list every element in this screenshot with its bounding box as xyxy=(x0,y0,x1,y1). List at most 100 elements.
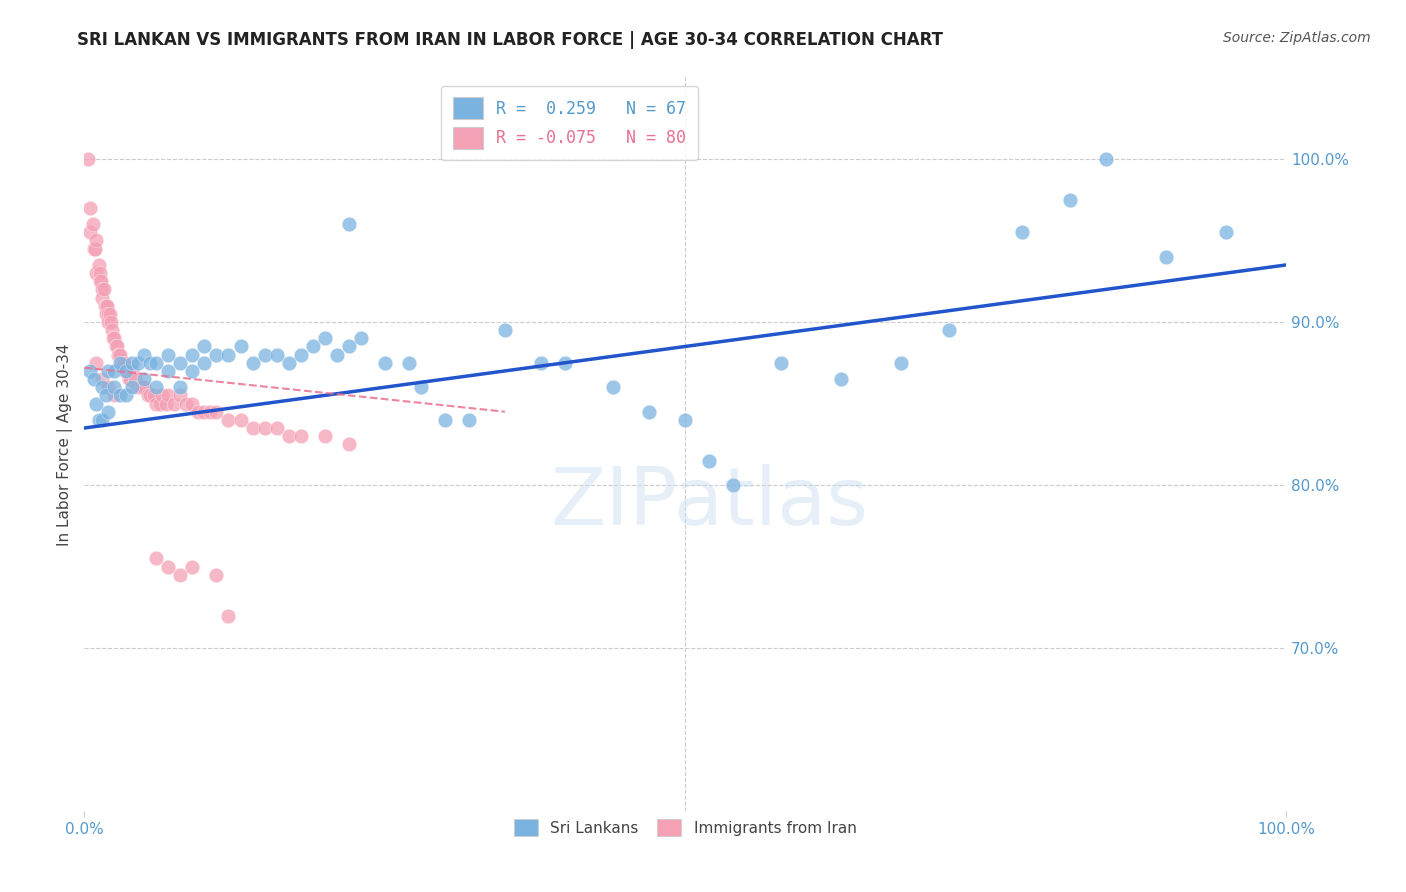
Point xyxy=(163,396,186,410)
Point xyxy=(181,559,204,574)
Point xyxy=(115,388,138,402)
Point xyxy=(96,299,118,313)
Point xyxy=(602,380,624,394)
Point xyxy=(157,348,180,362)
Point xyxy=(890,356,912,370)
Point xyxy=(83,242,105,256)
Point xyxy=(193,356,215,370)
Point xyxy=(84,242,107,256)
Point xyxy=(181,364,204,378)
Point xyxy=(145,551,167,566)
Point xyxy=(193,405,215,419)
Point xyxy=(91,291,114,305)
Point xyxy=(110,388,132,402)
Point xyxy=(134,380,156,394)
Point xyxy=(266,421,288,435)
Point xyxy=(697,453,720,467)
Point xyxy=(1059,193,1081,207)
Point xyxy=(98,307,121,321)
Point xyxy=(205,348,228,362)
Point xyxy=(131,380,153,394)
Point xyxy=(169,388,191,402)
Point xyxy=(89,274,111,288)
Point xyxy=(314,331,336,345)
Point xyxy=(82,217,104,231)
Point xyxy=(108,348,131,362)
Point xyxy=(77,152,100,166)
Point xyxy=(145,380,167,394)
Point xyxy=(218,608,240,623)
Point xyxy=(155,396,177,410)
Point xyxy=(181,348,204,362)
Text: Source: ZipAtlas.com: Source: ZipAtlas.com xyxy=(1223,31,1371,45)
Point xyxy=(121,356,143,370)
Point xyxy=(87,258,110,272)
Point xyxy=(94,307,117,321)
Point xyxy=(94,299,117,313)
Point xyxy=(152,388,174,402)
Point xyxy=(97,380,120,394)
Y-axis label: In Labor Force | Age 30-34: In Labor Force | Age 30-34 xyxy=(58,343,73,546)
Point xyxy=(84,266,107,280)
Point xyxy=(176,396,198,410)
Point xyxy=(1215,225,1237,239)
Point xyxy=(94,388,117,402)
Point xyxy=(187,405,209,419)
Point xyxy=(301,339,323,353)
Point xyxy=(103,331,125,345)
Point xyxy=(266,348,288,362)
Point xyxy=(229,339,252,353)
Point xyxy=(124,372,146,386)
Point xyxy=(325,348,347,362)
Point xyxy=(111,356,134,370)
Point xyxy=(115,364,138,378)
Text: SRI LANKAN VS IMMIGRANTS FROM IRAN IN LABOR FORCE | AGE 30-34 CORRELATION CHART: SRI LANKAN VS IMMIGRANTS FROM IRAN IN LA… xyxy=(77,31,943,49)
Point xyxy=(79,364,101,378)
Point xyxy=(229,413,252,427)
Point xyxy=(139,356,162,370)
Point xyxy=(136,388,159,402)
Point xyxy=(145,356,167,370)
Point xyxy=(277,429,299,443)
Point xyxy=(398,356,420,370)
Point xyxy=(91,380,114,394)
Point xyxy=(103,388,125,402)
Point xyxy=(104,339,127,353)
Point xyxy=(127,380,149,394)
Legend: Sri Lankans, Immigrants from Iran: Sri Lankans, Immigrants from Iran xyxy=(506,811,865,844)
Point xyxy=(149,396,172,410)
Point xyxy=(169,356,191,370)
Point xyxy=(830,372,852,386)
Point xyxy=(121,364,143,378)
Point xyxy=(84,356,107,370)
Point xyxy=(337,217,360,231)
Point xyxy=(409,380,432,394)
Point xyxy=(530,356,553,370)
Point xyxy=(205,405,228,419)
Point xyxy=(97,405,120,419)
Point xyxy=(374,356,396,370)
Point xyxy=(103,364,125,378)
Point xyxy=(127,356,149,370)
Point xyxy=(134,348,156,362)
Point xyxy=(84,234,107,248)
Point xyxy=(89,266,111,280)
Point xyxy=(938,323,960,337)
Point xyxy=(169,567,191,582)
Point xyxy=(91,282,114,296)
Point xyxy=(84,396,107,410)
Point xyxy=(79,225,101,239)
Point xyxy=(770,356,793,370)
Point xyxy=(337,339,360,353)
Point xyxy=(121,380,143,394)
Point xyxy=(337,437,360,451)
Point xyxy=(169,380,191,394)
Point xyxy=(90,274,112,288)
Point xyxy=(114,364,136,378)
Point xyxy=(145,396,167,410)
Point xyxy=(91,413,114,427)
Point xyxy=(91,372,114,386)
Point xyxy=(554,356,576,370)
Point xyxy=(314,429,336,443)
Point xyxy=(83,372,105,386)
